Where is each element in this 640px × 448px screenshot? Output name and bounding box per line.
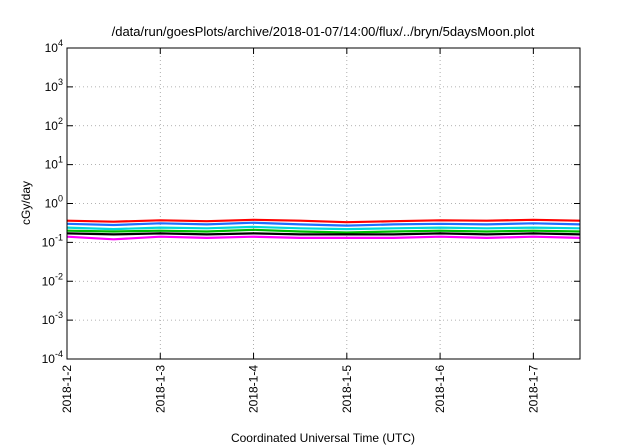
y-axis-label: cGy/day: [19, 181, 33, 225]
chart-title: /data/run/goesPlots/archive/2018-01-07/1…: [112, 24, 535, 39]
x-axis-label: Coordinated Universal Time (UTC): [231, 431, 415, 445]
x-tick-label: 2018-1-6: [433, 365, 447, 413]
series-line-3: [67, 225, 580, 231]
series-line-2: [67, 221, 580, 227]
y-tick-label: 102: [45, 116, 63, 133]
y-tick-label: 101: [45, 155, 63, 172]
y-tick-exponent: 0: [58, 194, 63, 204]
y-tick-exponent: 3: [58, 77, 63, 87]
x-tick-label: 2018-1-5: [340, 365, 354, 413]
x-tick-label: 2018-1-2: [60, 365, 74, 413]
y-tick-label: 10-1: [42, 232, 63, 249]
x-tick-label: 2018-1-7: [526, 365, 540, 413]
series-line-4: [67, 228, 580, 234]
y-tick-exponent: -2: [55, 271, 63, 281]
series-line-6: [67, 235, 580, 241]
y-tick-exponent: 1: [58, 155, 63, 165]
y-tick-label: 10-4: [42, 349, 63, 366]
series-group: [67, 218, 580, 241]
y-tick-exponent: 4: [58, 38, 63, 48]
y-tick-exponent: -1: [55, 232, 63, 242]
y-tick-label: 103: [45, 77, 63, 94]
series-line-1: [67, 218, 580, 224]
y-tick-label: 10-2: [42, 271, 63, 288]
y-tick-exponent: -4: [55, 349, 63, 359]
x-tick-label: 2018-1-4: [247, 365, 261, 413]
y-tick-label: 104: [45, 38, 63, 55]
grid: [66, 48, 580, 359]
x-tick-label: 2018-1-3: [153, 365, 167, 413]
y-tick-exponent: -3: [55, 310, 63, 320]
series-line-5: [67, 232, 580, 236]
y-tick-exponent: 2: [58, 116, 63, 126]
y-tick-label: 10-3: [42, 310, 63, 327]
y-tick-label: 100: [45, 194, 63, 211]
